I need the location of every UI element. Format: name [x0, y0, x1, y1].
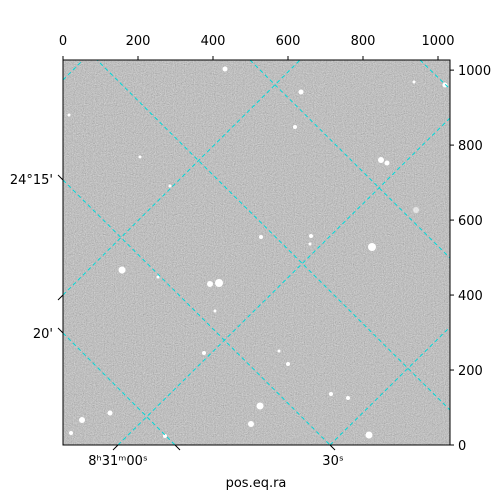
x-tick-label: 0: [59, 34, 67, 49]
y-tick-label: 0: [458, 439, 466, 454]
plot-frame: [62, 59, 451, 446]
y-tick-label: 800: [458, 139, 483, 154]
x-axis-label: pos.eq.ra: [226, 476, 287, 491]
stars: [67, 66, 448, 439]
x-tick-label: 800: [351, 34, 376, 49]
y-tick-label: 1000: [458, 64, 491, 79]
x-tick-label: 600: [276, 34, 301, 49]
ra-tick-label: 8ʰ31ᵐ00ˢ: [88, 454, 148, 469]
x-tick-label: 400: [201, 34, 226, 49]
image-noise: [63, 60, 450, 445]
y-tick-label: 400: [458, 289, 483, 304]
wcs-ticks: [57, 174, 336, 451]
y-tick-label: 200: [458, 364, 483, 379]
dec-tick-label: 24°15': [10, 173, 53, 188]
ra-tick-label: 30ˢ: [322, 454, 344, 469]
wcs-grid: [63, 60, 450, 445]
x-tick-label: 200: [126, 34, 151, 49]
x-tick-label: 1000: [421, 34, 454, 49]
y-tick-label: 600: [458, 214, 483, 229]
dec-tick-label: 20': [33, 327, 53, 342]
